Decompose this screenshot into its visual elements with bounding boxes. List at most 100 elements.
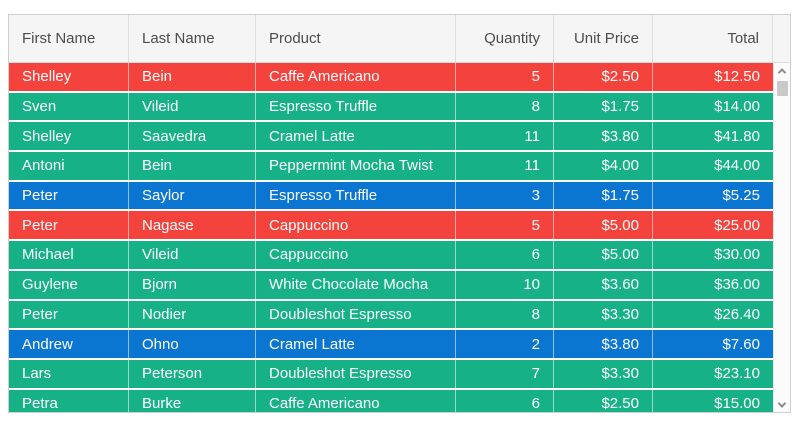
cell-unit_price[interactable]: $3.30 (554, 359, 653, 388)
data-grid: First Name Last Name Product Quantity Unit P… (8, 14, 791, 413)
cell-last_name[interactable]: Bjorn (129, 270, 256, 299)
cell-first_name[interactable]: Sven (9, 92, 129, 121)
cell-first_name[interactable]: Shelley (9, 122, 129, 151)
cell-product[interactable]: White Chocolate Mocha (256, 270, 456, 299)
cell-total[interactable]: $41.80 (714, 127, 760, 145)
cell-unit_price[interactable]: $1.75 (554, 92, 653, 121)
cell-total[interactable]: $36.00 (714, 276, 760, 294)
grid-rows: Shelley Bein Caffe Americano 5 $2.50 $12.50 Sv… (9, 63, 773, 412)
cell-product[interactable]: Espresso Truffle (256, 181, 456, 210)
header-scrollbar-spacer (773, 15, 790, 62)
cell-quantity[interactable]: 8 (456, 300, 554, 329)
cell-last_name[interactable]: Nodier (129, 300, 256, 329)
cell-last_name[interactable]: Saavedra (129, 122, 256, 151)
cell-unit_price[interactable]: $2.50 (554, 63, 653, 91)
table-row[interactable]: Michael Vileid Cappuccino 6 $5.00 $30.00 (9, 241, 773, 271)
cell-quantity[interactable]: 8 (456, 92, 554, 121)
cell-product[interactable]: Espresso Truffle (256, 92, 456, 121)
cell-last_name[interactable]: Bein (129, 63, 256, 91)
cell-total[interactable]: $5.25 (722, 187, 760, 205)
cell-quantity[interactable]: 11 (456, 152, 554, 180)
table-row[interactable]: Andrew Ohno Cramel Latte 2 $3.80 $7.60 (9, 330, 773, 360)
cell-quantity[interactable]: 6 (456, 241, 554, 269)
scroll-down-button[interactable] (774, 397, 790, 412)
cell-product[interactable]: Caffe Americano (256, 63, 456, 91)
cell-unit_price[interactable]: $5.00 (554, 241, 653, 269)
cell-first_name[interactable]: Peter (9, 211, 129, 240)
cell-last_name[interactable]: Bein (129, 152, 256, 180)
cell-total[interactable]: $14.00 (714, 98, 760, 116)
cell-total[interactable]: $30.00 (714, 246, 760, 264)
column-header-product[interactable]: Product (256, 15, 456, 62)
table-row[interactable]: Petra Burke Caffe Americano 6 $2.50 $15.00 (9, 389, 773, 412)
cell-product[interactable]: Peppermint Mocha Twist (256, 152, 456, 180)
cell-last_name[interactable]: Saylor (129, 181, 256, 210)
table-row[interactable]: Shelley Saavedra Cramel Latte 11 $3.80 $41.80 (9, 122, 773, 153)
cell-first_name[interactable]: Guylene (9, 270, 129, 299)
table-row[interactable]: Peter Saylor Espresso Truffle 3 $1.75 $5.25 (9, 181, 773, 212)
cell-product[interactable]: Doubleshot Espresso (256, 300, 456, 329)
column-header-total[interactable]: Total (653, 15, 773, 62)
cell-unit_price[interactable]: $3.60 (554, 270, 653, 299)
table-row[interactable]: Lars Peterson Doubleshot Espresso 7 $3.30 $23… (9, 359, 773, 390)
table-row[interactable]: Peter Nodier Doubleshot Espresso 8 $3.30 $26.… (9, 300, 773, 331)
cell-last_name[interactable]: Nagase (129, 211, 256, 240)
cell-total[interactable]: $26.40 (714, 305, 760, 323)
cell-last_name[interactable]: Vileid (129, 92, 256, 121)
cell-last_name[interactable]: Burke (129, 389, 256, 412)
cell-quantity[interactable]: 10 (456, 270, 554, 299)
cell-last_name[interactable]: Vileid (129, 241, 256, 269)
column-header-quantity[interactable]: Quantity (456, 15, 554, 62)
cell-total[interactable]: $23.10 (714, 365, 760, 383)
cell-product[interactable]: Cramel Latte (256, 330, 456, 358)
cell-last_name[interactable]: Peterson (129, 359, 256, 388)
cell-total[interactable]: $44.00 (714, 157, 760, 175)
table-row[interactable]: Sven Vileid Espresso Truffle 8 $1.75 $14.00 (9, 92, 773, 123)
cell-total[interactable]: $25.00 (714, 216, 760, 234)
column-header-last_name[interactable]: Last Name (129, 15, 256, 62)
cell-unit_price[interactable]: $3.80 (554, 330, 653, 358)
scroll-up-button[interactable] (774, 63, 790, 79)
table-row[interactable]: Peter Nagase Cappuccino 5 $5.00 $25.00 (9, 211, 773, 242)
cell-first_name[interactable]: Michael (9, 241, 129, 269)
chevron-up-icon (777, 68, 787, 77)
cell-first_name[interactable]: Lars (9, 359, 129, 388)
cell-unit_price[interactable]: $1.75 (554, 181, 653, 210)
scrollbar-thumb[interactable] (776, 81, 788, 96)
cell-product[interactable]: Cappuccino (256, 211, 456, 240)
cell-unit_price[interactable]: $2.50 (554, 389, 653, 412)
cell-unit_price[interactable]: $3.30 (554, 300, 653, 329)
cell-first_name[interactable]: Shelley (9, 63, 129, 91)
table-row[interactable]: Guylene Bjorn White Chocolate Mocha 10 $3.60… (9, 270, 773, 301)
cell-quantity[interactable]: 7 (456, 359, 554, 388)
column-header-unit_price[interactable]: Unit Price (554, 15, 653, 62)
cell-product[interactable]: Caffe Americano (256, 389, 456, 412)
cell-quantity[interactable]: 5 (456, 211, 554, 240)
cell-first_name[interactable]: Peter (9, 300, 129, 329)
cell-first_name[interactable]: Antoni (9, 152, 129, 180)
vertical-scrollbar[interactable] (773, 63, 790, 412)
cell-quantity[interactable]: 3 (456, 181, 554, 210)
cell-first_name[interactable]: Peter (9, 181, 129, 210)
cell-first_name[interactable]: Andrew (9, 330, 129, 358)
cell-quantity[interactable]: 2 (456, 330, 554, 358)
chevron-down-icon (777, 399, 787, 408)
cell-product[interactable]: Cramel Latte (256, 122, 456, 151)
table-row[interactable]: Shelley Bein Caffe Americano 5 $2.50 $12.50 (9, 63, 773, 93)
cell-last_name[interactable]: Ohno (129, 330, 256, 358)
cell-unit_price[interactable]: $5.00 (554, 211, 653, 240)
cell-first_name[interactable]: Petra (9, 389, 129, 412)
table-row[interactable]: Antoni Bein Peppermint Mocha Twist 11 $4.00 $… (9, 152, 773, 182)
cell-total[interactable]: $15.00 (714, 394, 760, 412)
cell-quantity[interactable]: 5 (456, 63, 554, 91)
cell-total[interactable]: $12.50 (714, 68, 760, 86)
cell-product[interactable]: Doubleshot Espresso (256, 359, 456, 388)
cell-quantity[interactable]: 6 (456, 389, 554, 412)
column-header-first_name[interactable]: First Name (9, 15, 129, 62)
scrollbar-track[interactable] (774, 79, 790, 397)
cell-product[interactable]: Cappuccino (256, 241, 456, 269)
cell-total[interactable]: $7.60 (722, 335, 760, 353)
cell-quantity[interactable]: 11 (456, 122, 554, 151)
cell-unit_price[interactable]: $3.80 (554, 122, 653, 151)
cell-unit_price[interactable]: $4.00 (554, 152, 653, 180)
